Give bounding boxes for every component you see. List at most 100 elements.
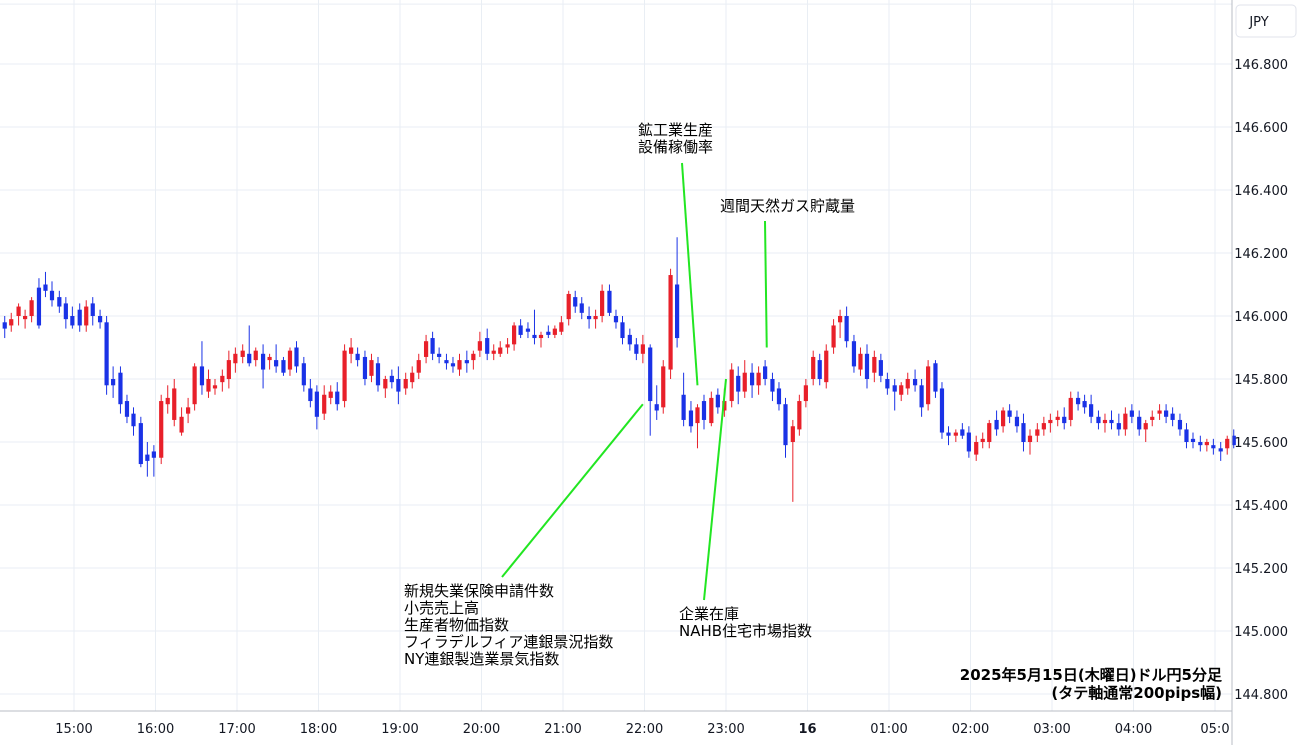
candle-body (1157, 410, 1162, 414)
candle (926, 360, 931, 411)
candle-body (301, 363, 306, 386)
candle (532, 309, 537, 345)
candle (342, 344, 347, 408)
candle (301, 356, 306, 392)
candle (111, 366, 116, 398)
x-tick-label: 03:00 (1033, 722, 1070, 737)
chart-caption: 2025年5月15日(木曜日)ドル円5分足 (タテ軸通常200pips幅) (960, 666, 1223, 702)
candle-body (1211, 445, 1216, 449)
candle (226, 350, 231, 389)
candle (70, 306, 75, 329)
candle-body (654, 404, 659, 411)
candle-body (111, 379, 116, 386)
candle-body (1027, 435, 1033, 442)
candle (742, 360, 747, 398)
candle-body (905, 379, 910, 389)
candle (593, 309, 598, 329)
candle-body (675, 284, 680, 339)
candle (695, 404, 700, 449)
candle-body (579, 303, 584, 313)
candle-body (559, 322, 564, 332)
candle (1204, 438, 1209, 452)
candle (966, 426, 971, 458)
candle (709, 391, 714, 427)
candle-body (396, 379, 401, 392)
candle-body (355, 353, 360, 361)
candle-body (260, 353, 266, 370)
candle (308, 379, 313, 408)
candle-body (498, 347, 503, 354)
candle-body (1007, 410, 1012, 417)
candle-body (729, 369, 734, 402)
candle-body (987, 423, 992, 442)
candle-body (532, 334, 537, 339)
candle-body (1014, 416, 1020, 427)
candle (919, 379, 924, 417)
candle-body (138, 423, 143, 465)
candle-body (63, 303, 68, 320)
candle-body (1048, 419, 1053, 424)
candle (776, 382, 782, 411)
y-tick-label: 145.200 (1234, 562, 1288, 577)
candle-body (701, 401, 707, 420)
annotation-leader-line (764, 220, 768, 348)
candle-body (892, 385, 897, 392)
candle-body (212, 385, 218, 389)
candle (396, 366, 401, 405)
candle (9, 312, 14, 332)
candle-body (1150, 416, 1155, 420)
candle-body (2, 322, 7, 329)
candle (1143, 419, 1148, 442)
candle-body (1137, 416, 1142, 430)
candle-body (485, 338, 490, 354)
candle-body (715, 394, 720, 408)
candle-body (430, 338, 435, 354)
candle (1190, 432, 1196, 449)
candle (803, 379, 808, 408)
candle (627, 328, 632, 351)
candle-body (57, 297, 62, 307)
x-tick-label: 22:00 (626, 722, 663, 737)
candle (885, 372, 890, 395)
candle (1109, 410, 1114, 430)
currency-badge: JPY (1235, 4, 1297, 38)
candle-body (736, 375, 741, 392)
candle-body (980, 438, 985, 442)
candle (1007, 404, 1012, 424)
caption-line-2: (タテ軸通常200pips幅) (1051, 684, 1222, 702)
candle (233, 347, 238, 373)
candle (1137, 410, 1142, 436)
candle-body (851, 341, 857, 367)
candle-body (192, 366, 197, 405)
candle-body (518, 325, 523, 335)
candle-body (661, 366, 666, 408)
candle (1096, 410, 1101, 430)
candle (648, 344, 653, 436)
candle (946, 426, 951, 446)
candle (1218, 442, 1223, 461)
candle (960, 423, 965, 439)
candle-body (342, 350, 347, 402)
candle-body (974, 442, 979, 455)
candle-body (77, 309, 82, 326)
annotation-text: 小売売上高 (404, 599, 479, 617)
candle (512, 322, 517, 351)
candle-body (16, 306, 21, 316)
candle (1014, 410, 1020, 433)
x-tick-label: 21:00 (544, 722, 581, 737)
candle (607, 284, 612, 316)
candle-body (607, 290, 612, 313)
candle-body (858, 353, 863, 370)
y-tick-label: 145.600 (1234, 436, 1288, 451)
annotation-text: 週間天然ガス貯蔵量 (720, 197, 855, 215)
candle (1170, 407, 1175, 427)
candle (186, 397, 191, 424)
candle-body (817, 360, 822, 379)
candle (471, 350, 476, 370)
candle (858, 347, 863, 376)
candle-body (953, 432, 958, 436)
candle-body (206, 379, 211, 392)
candle (355, 347, 360, 367)
